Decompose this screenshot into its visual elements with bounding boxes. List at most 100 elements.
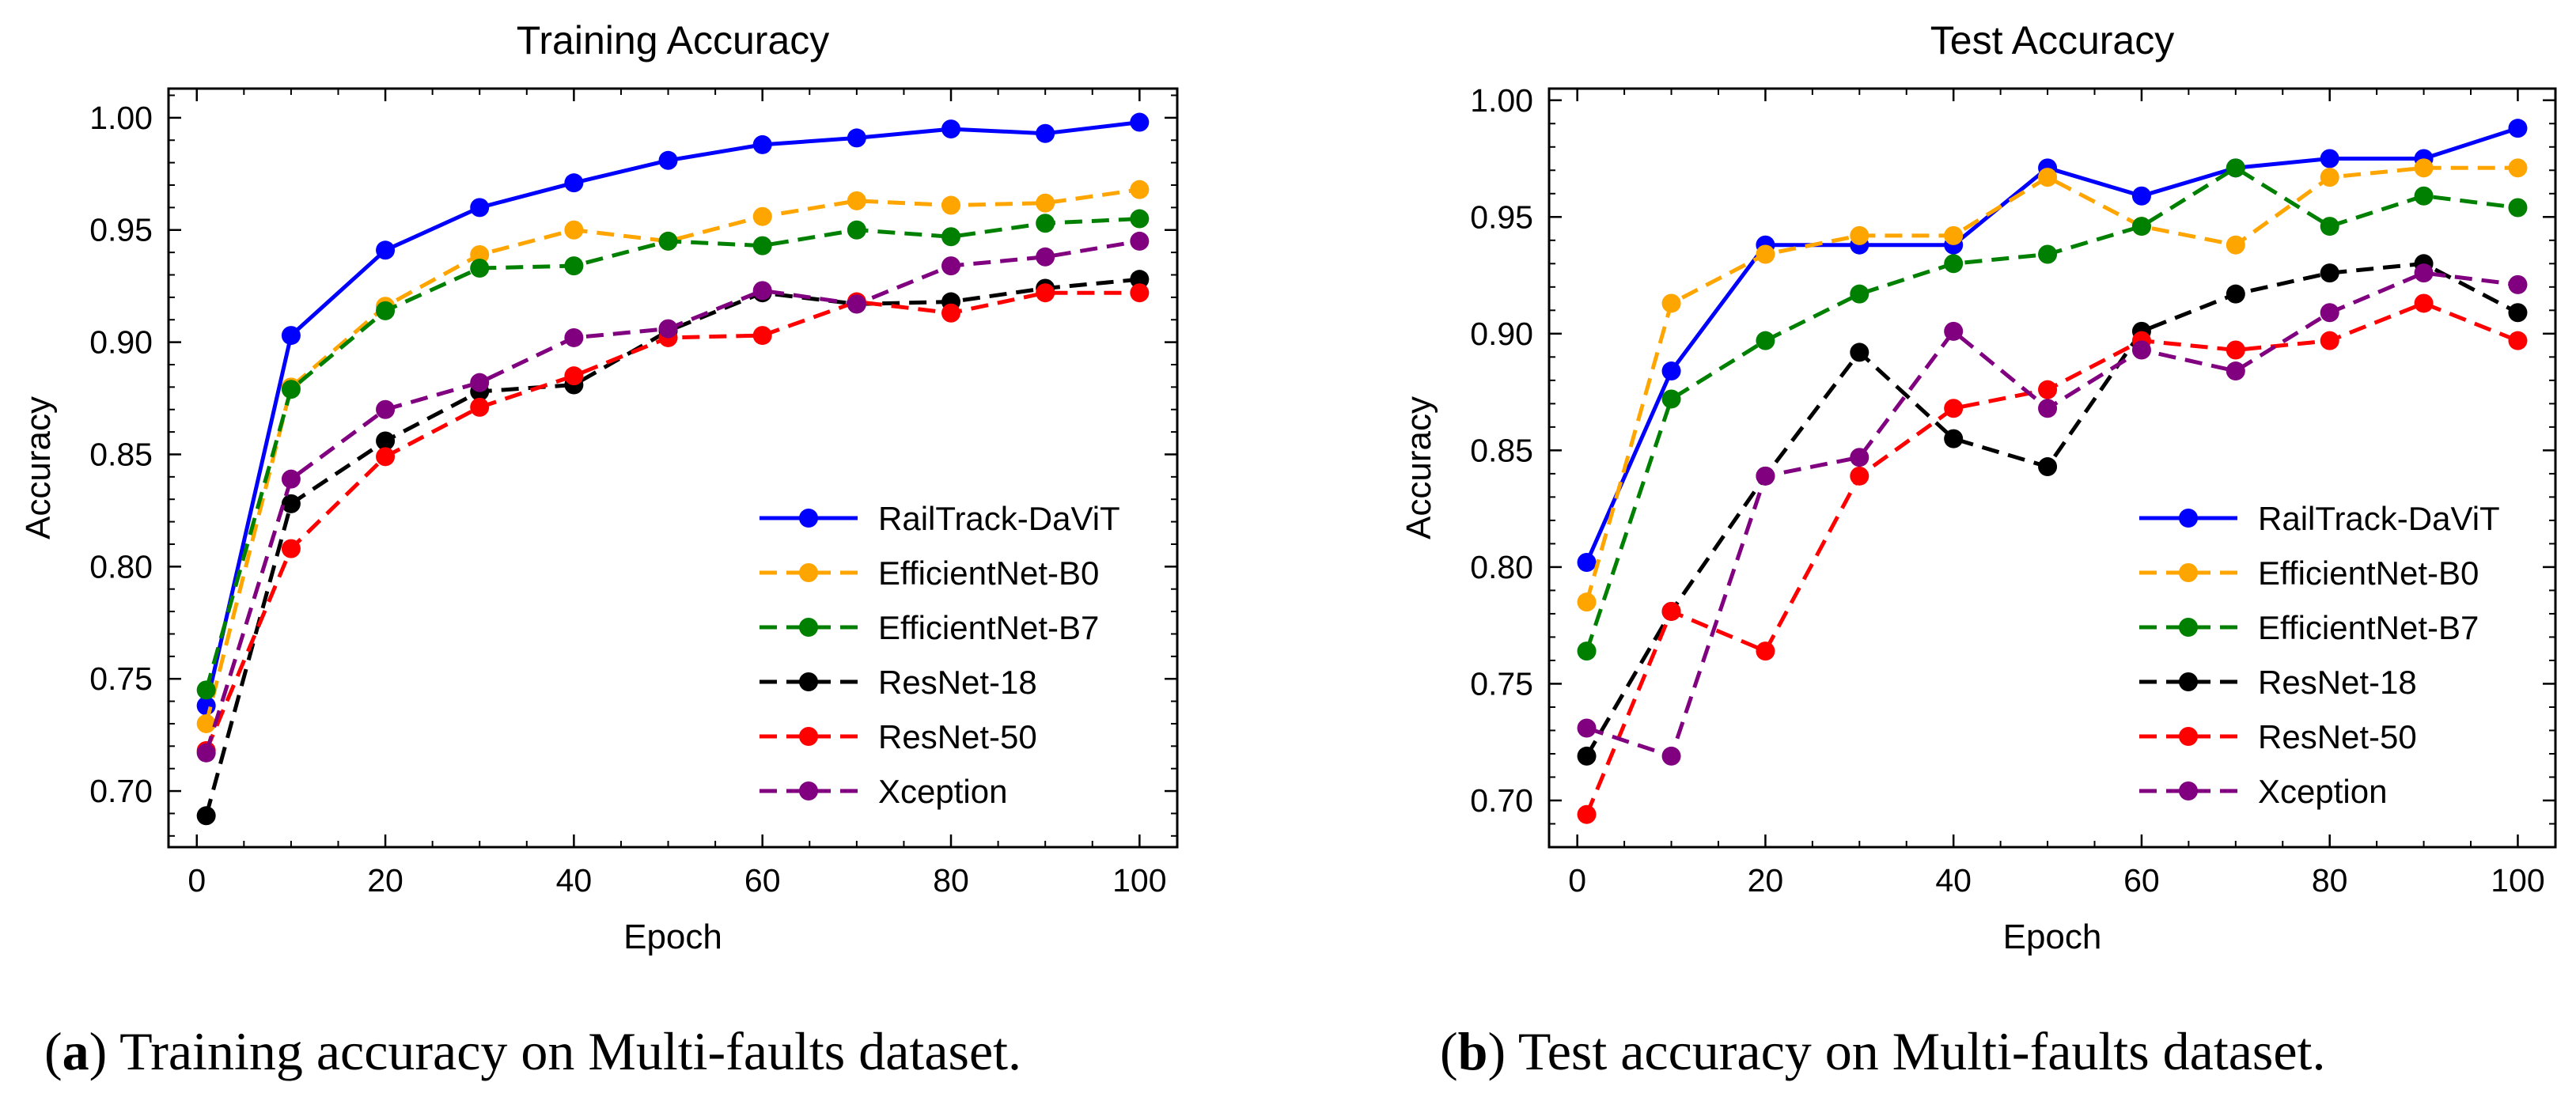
caption-a: (a) Training accuracy on Multi-faults da…	[44, 1021, 1021, 1081]
data-point-resnet-50	[470, 397, 490, 417]
data-point-railtrack-davit	[941, 119, 961, 139]
data-point-efficientnet-b0	[2320, 168, 2339, 187]
data-point-xception	[1661, 746, 1681, 766]
data-point-resnet-18	[376, 431, 396, 451]
data-point-efficientnet-b7	[1130, 209, 1150, 229]
legend-label: EfficientNet-B7	[2258, 609, 2479, 646]
plot-frame	[1547, 87, 2557, 849]
data-point-efficientnet-b7	[2320, 217, 2339, 237]
data-point-resnet-50	[376, 447, 396, 467]
data-point-efficientnet-b0	[2414, 158, 2434, 178]
x-tick-label: 20	[367, 862, 403, 899]
data-point-xception	[1577, 718, 1597, 738]
x-tick-label: 60	[744, 862, 781, 899]
data-point-xception	[564, 327, 584, 347]
data-point-xception	[470, 373, 490, 392]
data-point-resnet-18	[2226, 284, 2245, 304]
data-point-efficientnet-b0	[1577, 592, 1597, 612]
x-tick-label: 80	[933, 862, 969, 899]
data-point-resnet-50	[2038, 380, 2058, 399]
y-axis-label: Accuracy	[19, 396, 58, 539]
x-tick-label: 60	[2123, 862, 2160, 899]
legend-swatch-marker	[799, 618, 818, 637]
data-point-resnet-50	[2508, 331, 2528, 350]
y-tick-label: 0.80	[89, 548, 153, 585]
data-point-efficientnet-b7	[1944, 254, 1964, 274]
legend-swatch-marker	[799, 727, 818, 746]
data-point-efficientnet-b7	[941, 227, 961, 247]
legend-label: ResNet-50	[878, 718, 1037, 755]
y-axis-label: Accuracy	[1400, 396, 1438, 539]
data-point-efficientnet-b7	[658, 231, 678, 251]
data-point-efficientnet-b7	[2038, 244, 2058, 264]
legend-swatch-marker	[799, 563, 818, 582]
data-point-resnet-50	[2414, 293, 2434, 313]
data-point-resnet-18	[1577, 746, 1597, 766]
data-point-resnet-50	[2226, 340, 2245, 360]
data-point-xception	[376, 399, 396, 419]
test-accuracy-chart: 0 20 40 60 80 100 0.70 0.75 0.80 0.85 0.90 0.95 1.00…	[1400, 18, 2557, 956]
data-point-efficientnet-b0	[1036, 193, 1055, 213]
x-tick-label: 100	[1112, 862, 1166, 899]
data-point-efficientnet-b7	[196, 680, 216, 700]
data-point-resnet-50	[1577, 804, 1597, 824]
caption-b: (b) Test accuracy on Multi-faults datase…	[1440, 1021, 2325, 1081]
data-point-efficientnet-b0	[1944, 225, 1964, 245]
legend-label: RailTrack-DaViT	[2258, 500, 2500, 537]
data-point-xception	[2038, 399, 2058, 418]
data-point-efficientnet-b0	[752, 206, 772, 226]
data-point-resnet-18	[1850, 342, 1869, 362]
data-point-efficientnet-b7	[2131, 217, 2151, 237]
data-point-efficientnet-b0	[847, 191, 866, 210]
data-point-resnet-50	[1661, 601, 1681, 621]
legend-label: EfficientNet-B0	[878, 554, 1099, 592]
data-point-efficientnet-b0	[1661, 293, 1681, 313]
data-point-efficientnet-b0	[1850, 225, 1869, 245]
data-point-xception	[196, 743, 216, 763]
data-point-efficientnet-b7	[752, 236, 772, 255]
data-point-railtrack-davit	[376, 240, 396, 260]
x-axis-label: Epoch	[2003, 918, 2102, 956]
y-tick-label: 0.80	[1470, 549, 1533, 585]
data-point-efficientnet-b0	[470, 244, 490, 264]
data-point-efficientnet-b7	[376, 301, 396, 320]
data-point-efficientnet-b0	[196, 713, 216, 733]
data-point-resnet-50	[941, 303, 961, 323]
y-tick-label: 0.90	[1470, 316, 1533, 352]
data-point-resnet-50	[1036, 283, 1055, 303]
x-tick-label: 0	[1568, 862, 1586, 899]
x-tick-label: 100	[2491, 862, 2544, 899]
data-point-resnet-50	[2320, 331, 2339, 350]
data-point-efficientnet-b7	[1577, 641, 1597, 661]
legend-swatch-marker	[2179, 509, 2198, 528]
data-point-xception	[658, 319, 678, 339]
data-point-efficientnet-b7	[1661, 389, 1681, 409]
data-point-railtrack-davit	[281, 326, 301, 346]
legend-label: EfficientNet-B7	[878, 609, 1099, 646]
legend-swatch-marker	[799, 509, 818, 528]
data-point-efficientnet-b7	[1850, 284, 1869, 304]
data-point-efficientnet-b0	[941, 195, 961, 215]
chart-title: Training Accuracy	[517, 18, 830, 62]
data-point-railtrack-davit	[658, 150, 678, 170]
data-point-xception	[2508, 274, 2528, 294]
data-point-efficientnet-b7	[847, 220, 866, 240]
chart-title: Test Accuracy	[1930, 18, 2174, 62]
data-point-resnet-18	[281, 494, 301, 513]
data-point-resnet-18	[2320, 263, 2339, 283]
data-point-efficientnet-b7	[470, 258, 490, 278]
plot-frame	[167, 87, 1179, 849]
data-point-efficientnet-b7	[2226, 158, 2245, 178]
y-tick-label: 0.75	[89, 660, 153, 697]
x-tick-label: 40	[556, 862, 593, 899]
data-point-resnet-50	[752, 326, 772, 346]
data-point-efficientnet-b7	[281, 380, 301, 399]
y-tick-label: 1.00	[89, 100, 153, 136]
data-point-xception	[2320, 303, 2339, 323]
data-point-railtrack-davit	[2320, 149, 2339, 168]
data-point-railtrack-davit	[2508, 119, 2528, 138]
data-point-efficientnet-b0	[1130, 180, 1150, 199]
data-point-efficientnet-b0	[2038, 168, 2058, 187]
legend-label: EfficientNet-B0	[2258, 554, 2479, 592]
